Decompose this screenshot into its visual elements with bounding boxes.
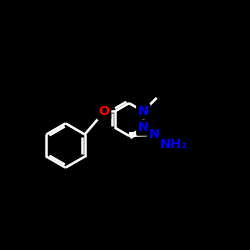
Text: O: O bbox=[98, 105, 110, 118]
Text: N: N bbox=[148, 128, 160, 141]
Text: NH₂: NH₂ bbox=[159, 138, 188, 151]
Text: N: N bbox=[138, 121, 149, 134]
Text: N: N bbox=[138, 105, 149, 118]
